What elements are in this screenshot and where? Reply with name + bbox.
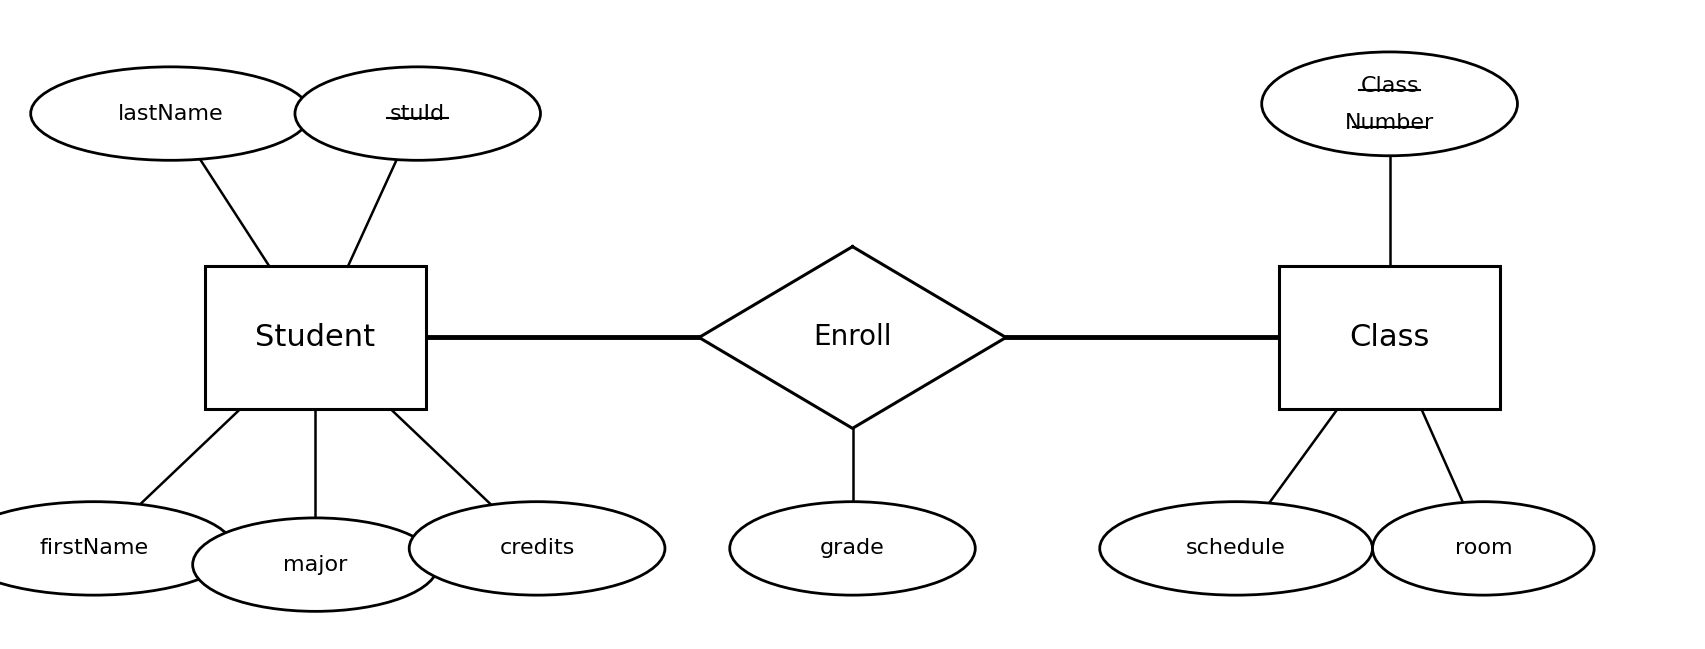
- Text: stuId: stuId: [390, 104, 445, 123]
- Text: Class: Class: [1349, 323, 1430, 352]
- Ellipse shape: [409, 502, 665, 595]
- Text: lastName: lastName: [118, 104, 223, 123]
- Ellipse shape: [1262, 52, 1517, 156]
- Ellipse shape: [193, 518, 438, 611]
- Polygon shape: [699, 247, 1006, 428]
- Text: Enroll: Enroll: [813, 323, 892, 352]
- Text: Student: Student: [256, 323, 375, 352]
- Text: Number: Number: [1345, 114, 1434, 133]
- Ellipse shape: [1100, 502, 1373, 595]
- Text: Class: Class: [1361, 76, 1419, 95]
- Text: room: room: [1454, 539, 1512, 558]
- Text: schedule: schedule: [1187, 539, 1286, 558]
- Ellipse shape: [0, 502, 234, 595]
- Ellipse shape: [295, 67, 540, 160]
- Text: grade: grade: [820, 539, 885, 558]
- Ellipse shape: [730, 502, 975, 595]
- Ellipse shape: [31, 67, 310, 160]
- Text: credits: credits: [500, 539, 575, 558]
- FancyBboxPatch shape: [205, 266, 426, 409]
- Ellipse shape: [1373, 502, 1594, 595]
- Text: major: major: [283, 555, 348, 574]
- Text: firstName: firstName: [39, 539, 148, 558]
- FancyBboxPatch shape: [1279, 266, 1500, 409]
